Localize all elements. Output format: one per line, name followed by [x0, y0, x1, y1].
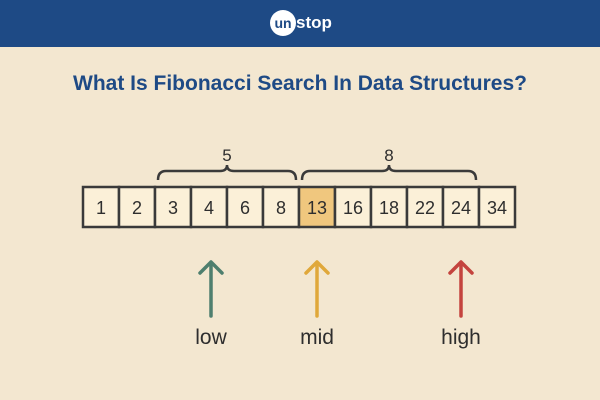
array-cell-value: 3 — [168, 198, 178, 218]
array-cell — [333, 185, 373, 229]
arrow-up-icon — [198, 260, 224, 318]
array-cell-value: 13 — [307, 198, 327, 218]
brace-label: 5 — [222, 146, 231, 165]
array-cell — [225, 185, 265, 229]
array-cell — [117, 185, 157, 229]
array-cell-value: 34 — [487, 198, 507, 218]
array-cell-value: 22 — [415, 198, 435, 218]
logo-un: un — [274, 15, 292, 31]
logo-circle: un — [270, 10, 296, 36]
page-title: What Is Fibonacci Search In Data Structu… — [73, 72, 527, 95]
array-cell-value: 1 — [96, 198, 106, 218]
pointer-label-mid: mid — [300, 326, 334, 349]
array-cell-value: 6 — [240, 198, 250, 218]
array-cell-value: 24 — [451, 198, 471, 218]
array-cell — [441, 185, 481, 229]
pointer-label-high: high — [441, 326, 481, 349]
array-cell — [477, 185, 517, 229]
array-cell-value: 16 — [343, 198, 363, 218]
header-bar: un stop — [0, 0, 600, 47]
array-cell-value: 18 — [379, 198, 399, 218]
array-cell-value: 2 — [132, 198, 142, 218]
unstop-logo[interactable]: un stop — [270, 10, 332, 36]
pointer-label-low: low — [195, 326, 227, 349]
array-cell — [81, 185, 121, 229]
array-cell — [369, 185, 409, 229]
brace — [156, 164, 298, 181]
brace-label: 8 — [384, 146, 393, 165]
array-cell-value: 8 — [276, 198, 286, 218]
array-cell-value: 4 — [204, 198, 214, 218]
array-cell — [297, 185, 337, 229]
arrow-up-icon — [304, 260, 330, 318]
arrow-up-icon — [448, 260, 474, 318]
logo-rest: stop — [296, 13, 332, 32]
brace — [300, 164, 478, 181]
array-cell — [153, 185, 193, 229]
